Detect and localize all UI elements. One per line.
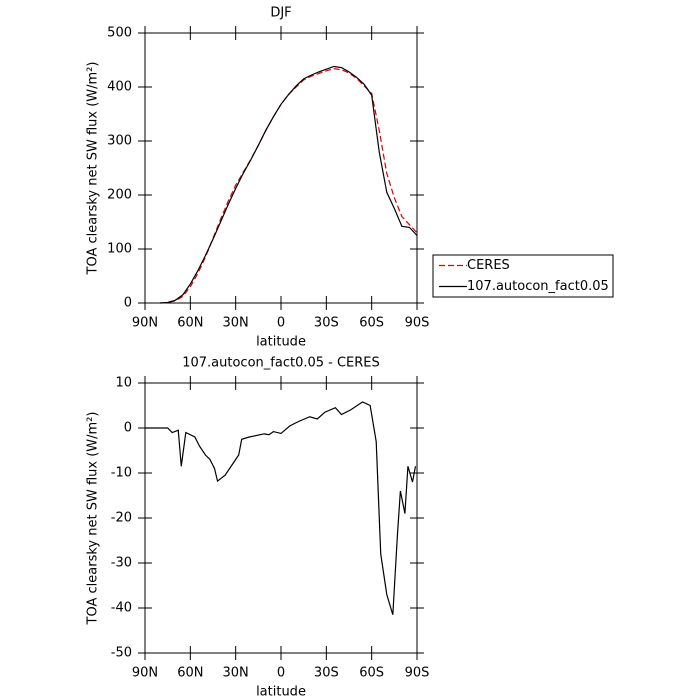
plot-frame	[144, 32, 418, 304]
y-tick-label: -50	[111, 646, 132, 661]
plot-frame	[144, 382, 418, 654]
y-tick-label: 200	[107, 188, 132, 203]
x-tick-label: 90S	[405, 666, 430, 681]
y-tick-label: 500	[107, 26, 132, 41]
y-tick-label: 400	[107, 80, 132, 95]
x-tick-label: 30S	[314, 316, 339, 331]
y-tick-label: 0	[124, 296, 132, 311]
x-tick-label: 0	[277, 316, 285, 331]
y-tick-label: -30	[111, 556, 132, 571]
chart-title: 107.autocon_fact0.05 - CERES	[182, 356, 380, 371]
y-tick-label: 300	[107, 134, 132, 149]
x-axis-label: latitude	[256, 685, 306, 700]
y-tick-label: -40	[111, 601, 132, 616]
y-axis-label: TOA clearsky net SW flux (W/m²)	[86, 412, 101, 626]
x-tick-label: 30N	[223, 666, 249, 681]
y-tick-label: 0	[124, 421, 132, 436]
legend-label: 107.autocon_fact0.05	[467, 279, 609, 294]
x-axis-label: latitude	[256, 335, 306, 350]
series-line	[145, 401, 417, 615]
y-axis-label: TOA clearsky net SW flux (W/m²)	[86, 62, 101, 276]
x-tick-label: 90N	[132, 666, 158, 681]
x-tick-label: 0	[277, 666, 285, 681]
x-tick-label: 90N	[132, 316, 158, 331]
x-tick-label: 30N	[223, 316, 249, 331]
x-tick-label: 60S	[359, 316, 384, 331]
legend-label: CERES	[467, 258, 510, 273]
y-tick-label: -20	[111, 511, 132, 526]
chart-title: DJF	[270, 6, 291, 21]
x-tick-label: 60N	[177, 666, 203, 681]
y-tick-label: 100	[107, 242, 132, 257]
x-tick-label: 30S	[314, 666, 339, 681]
x-tick-label: 90S	[405, 316, 430, 331]
x-tick-label: 60S	[359, 666, 384, 681]
series-line	[160, 65, 418, 304]
y-tick-label: -10	[111, 466, 132, 481]
x-tick-label: 60N	[177, 316, 203, 331]
legend-box	[432, 254, 614, 298]
y-tick-label: 10	[115, 376, 132, 391]
